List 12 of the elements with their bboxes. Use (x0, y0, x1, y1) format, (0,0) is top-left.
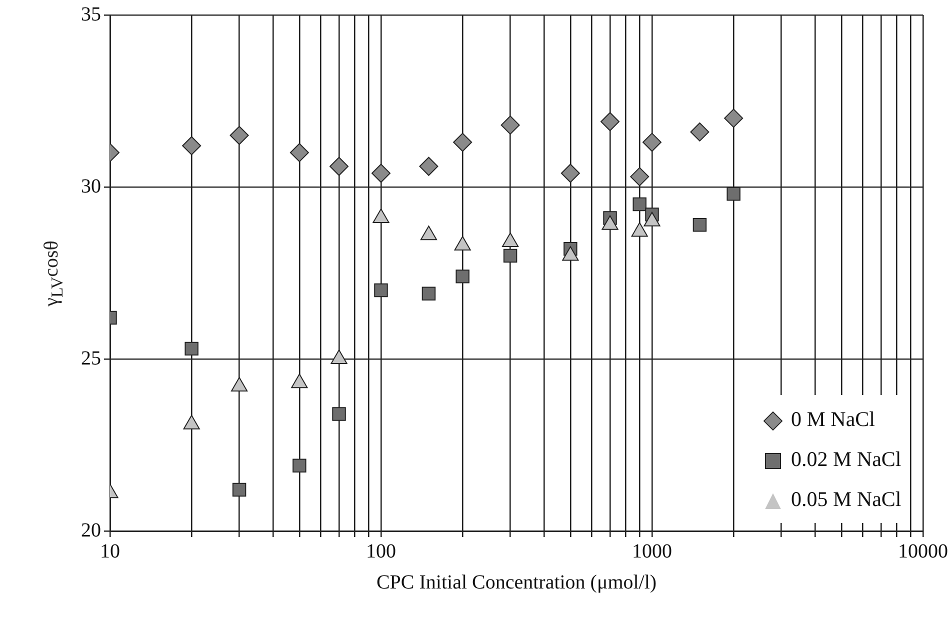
x-tick-label: 10 (100, 540, 120, 562)
y-tick-label: 30 (81, 175, 101, 198)
legend-label: 0.02 M NaCl (791, 447, 902, 471)
y-tick-label: 35 (81, 3, 101, 26)
y-tick-label: 20 (81, 519, 101, 542)
x-axis-title: CPC Initial Concentration (μmol/l) (376, 571, 657, 594)
legend-label: 0 M NaCl (791, 407, 875, 431)
legend-label: 0.05 M NaCl (791, 487, 902, 511)
y-tick-label: 25 (81, 347, 101, 370)
x-tick-label: 10000 (898, 540, 948, 562)
x-tick-label: 100 (366, 540, 396, 562)
x-tick-label: 1000 (632, 540, 672, 562)
